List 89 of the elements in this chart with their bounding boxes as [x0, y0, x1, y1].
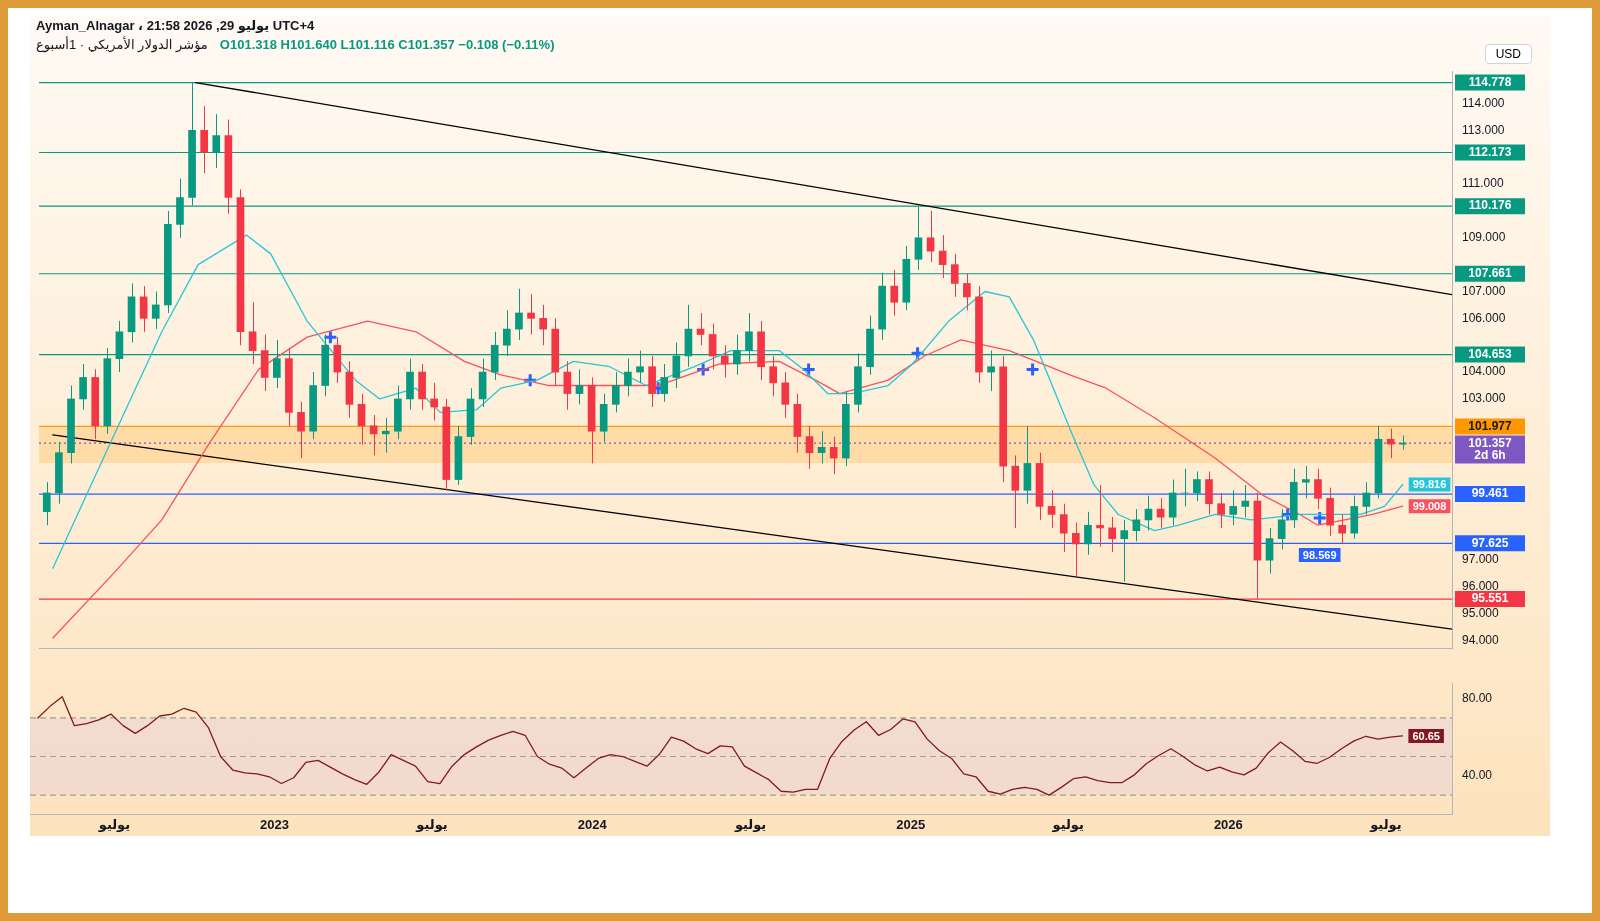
y-tick-label: 113.000 — [1462, 122, 1505, 137]
candlestick — [1302, 465, 1310, 499]
y-tick-label: 80.00 — [1462, 690, 1493, 705]
candlestick — [1350, 495, 1359, 540]
candlestick — [418, 363, 426, 411]
text: Ayman_Alnagar ، 21:58 2026 ,29 يوليو UTC+4 — [36, 18, 316, 33]
x-tick-label: يوليو — [1369, 816, 1402, 832]
candlestick — [999, 355, 1008, 483]
candlestick — [151, 290, 160, 330]
candlestick — [91, 368, 100, 440]
y-tick-label: 96.000 — [1462, 579, 1500, 594]
candlestick — [950, 253, 959, 298]
candlestick — [769, 355, 777, 397]
candlestick — [1205, 470, 1213, 515]
y-axis-title: USD — [1484, 44, 1532, 64]
y-tick-label: 94.000 — [1462, 633, 1500, 648]
ref-line-label: 110.176 — [1468, 198, 1512, 213]
ref-line-label: 95.551 — [1471, 591, 1509, 606]
y-tick-label: 95.000 — [1462, 606, 1500, 621]
x-tick-label: يوليو — [415, 816, 448, 832]
candlestick — [660, 363, 669, 403]
candlestick — [67, 385, 75, 464]
point — [322, 329, 338, 345]
y-tick-label: 40.00 — [1462, 768, 1493, 783]
ref-line-label: 97.625 — [1471, 535, 1509, 550]
candlestick — [890, 269, 899, 317]
data-label: 60.65 — [1412, 729, 1440, 742]
candlestick — [406, 358, 414, 411]
y-tick-label: 103.000 — [1462, 391, 1506, 406]
x-tick-label: 2026 — [1213, 816, 1243, 832]
candlestick — [1059, 503, 1068, 553]
candlestick — [285, 347, 293, 427]
ref-line-label: 107.661 — [1468, 266, 1513, 281]
point — [1025, 361, 1041, 377]
chart-subtitle: O101.318 H101.640 L101.116 C101.357 −0.108 (−0.11%) — [219, 37, 555, 52]
candlestick — [599, 393, 608, 443]
candlestick — [1011, 454, 1020, 529]
candlestick — [1193, 470, 1201, 502]
candlestick — [781, 371, 790, 419]
candlestick — [975, 285, 983, 384]
ref-line-label: 101.977 — [1468, 418, 1513, 433]
candlestick — [1120, 519, 1129, 583]
candlestick — [1314, 468, 1322, 510]
x-tick-label: يوليو — [97, 816, 131, 832]
candlestick — [55, 441, 63, 505]
candlestick — [1289, 468, 1298, 529]
candlestick — [841, 390, 850, 467]
candlestick — [1229, 489, 1238, 526]
candlestick — [260, 333, 269, 392]
x-tick-label: يوليو — [1051, 816, 1084, 832]
candlestick — [442, 398, 451, 491]
candlestick — [1326, 487, 1334, 537]
candlestick — [1338, 513, 1347, 544]
point — [801, 361, 817, 377]
ref-line-label: 104.653 — [1468, 346, 1513, 361]
chart-title: مؤشر الدولار الأمريكي · 1أسبوع — [36, 37, 208, 52]
y-tick-label: 107.000 — [1462, 283, 1506, 298]
ref-line-label: 99.461 — [1471, 486, 1509, 501]
candlestick — [611, 371, 620, 413]
candlestick — [551, 317, 560, 387]
candlestick — [200, 105, 208, 174]
point — [1312, 510, 1328, 526]
candlestick — [394, 385, 402, 440]
candlestick — [1241, 484, 1250, 518]
candlestick — [648, 355, 656, 408]
y-tick-label: 111.000 — [1462, 176, 1504, 191]
candlestick — [79, 363, 87, 411]
data-label: 99.008 — [1412, 499, 1447, 512]
y-tick-label: 106.000 — [1462, 310, 1506, 325]
data-label: 99.816 — [1412, 478, 1447, 491]
x-tick-label: يوليو — [733, 816, 767, 832]
y-tick-label: 109.000 — [1462, 230, 1506, 245]
ref-line-label: 112.173 — [1468, 144, 1512, 159]
y-tick-label: 104.000 — [1462, 364, 1506, 379]
y-tick-label: 114.000 — [1462, 95, 1505, 110]
candlestick — [527, 293, 535, 335]
candlestick — [757, 320, 765, 381]
x-tick-label: 2023 — [260, 816, 289, 832]
candlestick — [624, 358, 632, 397]
data-label: 98.569 — [1302, 548, 1337, 561]
candlestick — [1217, 492, 1225, 529]
x-tick-label: 2024 — [577, 816, 608, 832]
candlestick — [963, 273, 971, 311]
y-tick-label: 97.000 — [1462, 552, 1500, 567]
candlestick — [309, 371, 317, 440]
candlestick — [297, 401, 305, 459]
ref-line-label: 114.778 — [1468, 74, 1512, 89]
ref-line-label: 101.357 2d 6h — [1468, 435, 1513, 462]
x-tick-label: 2025 — [896, 816, 926, 832]
